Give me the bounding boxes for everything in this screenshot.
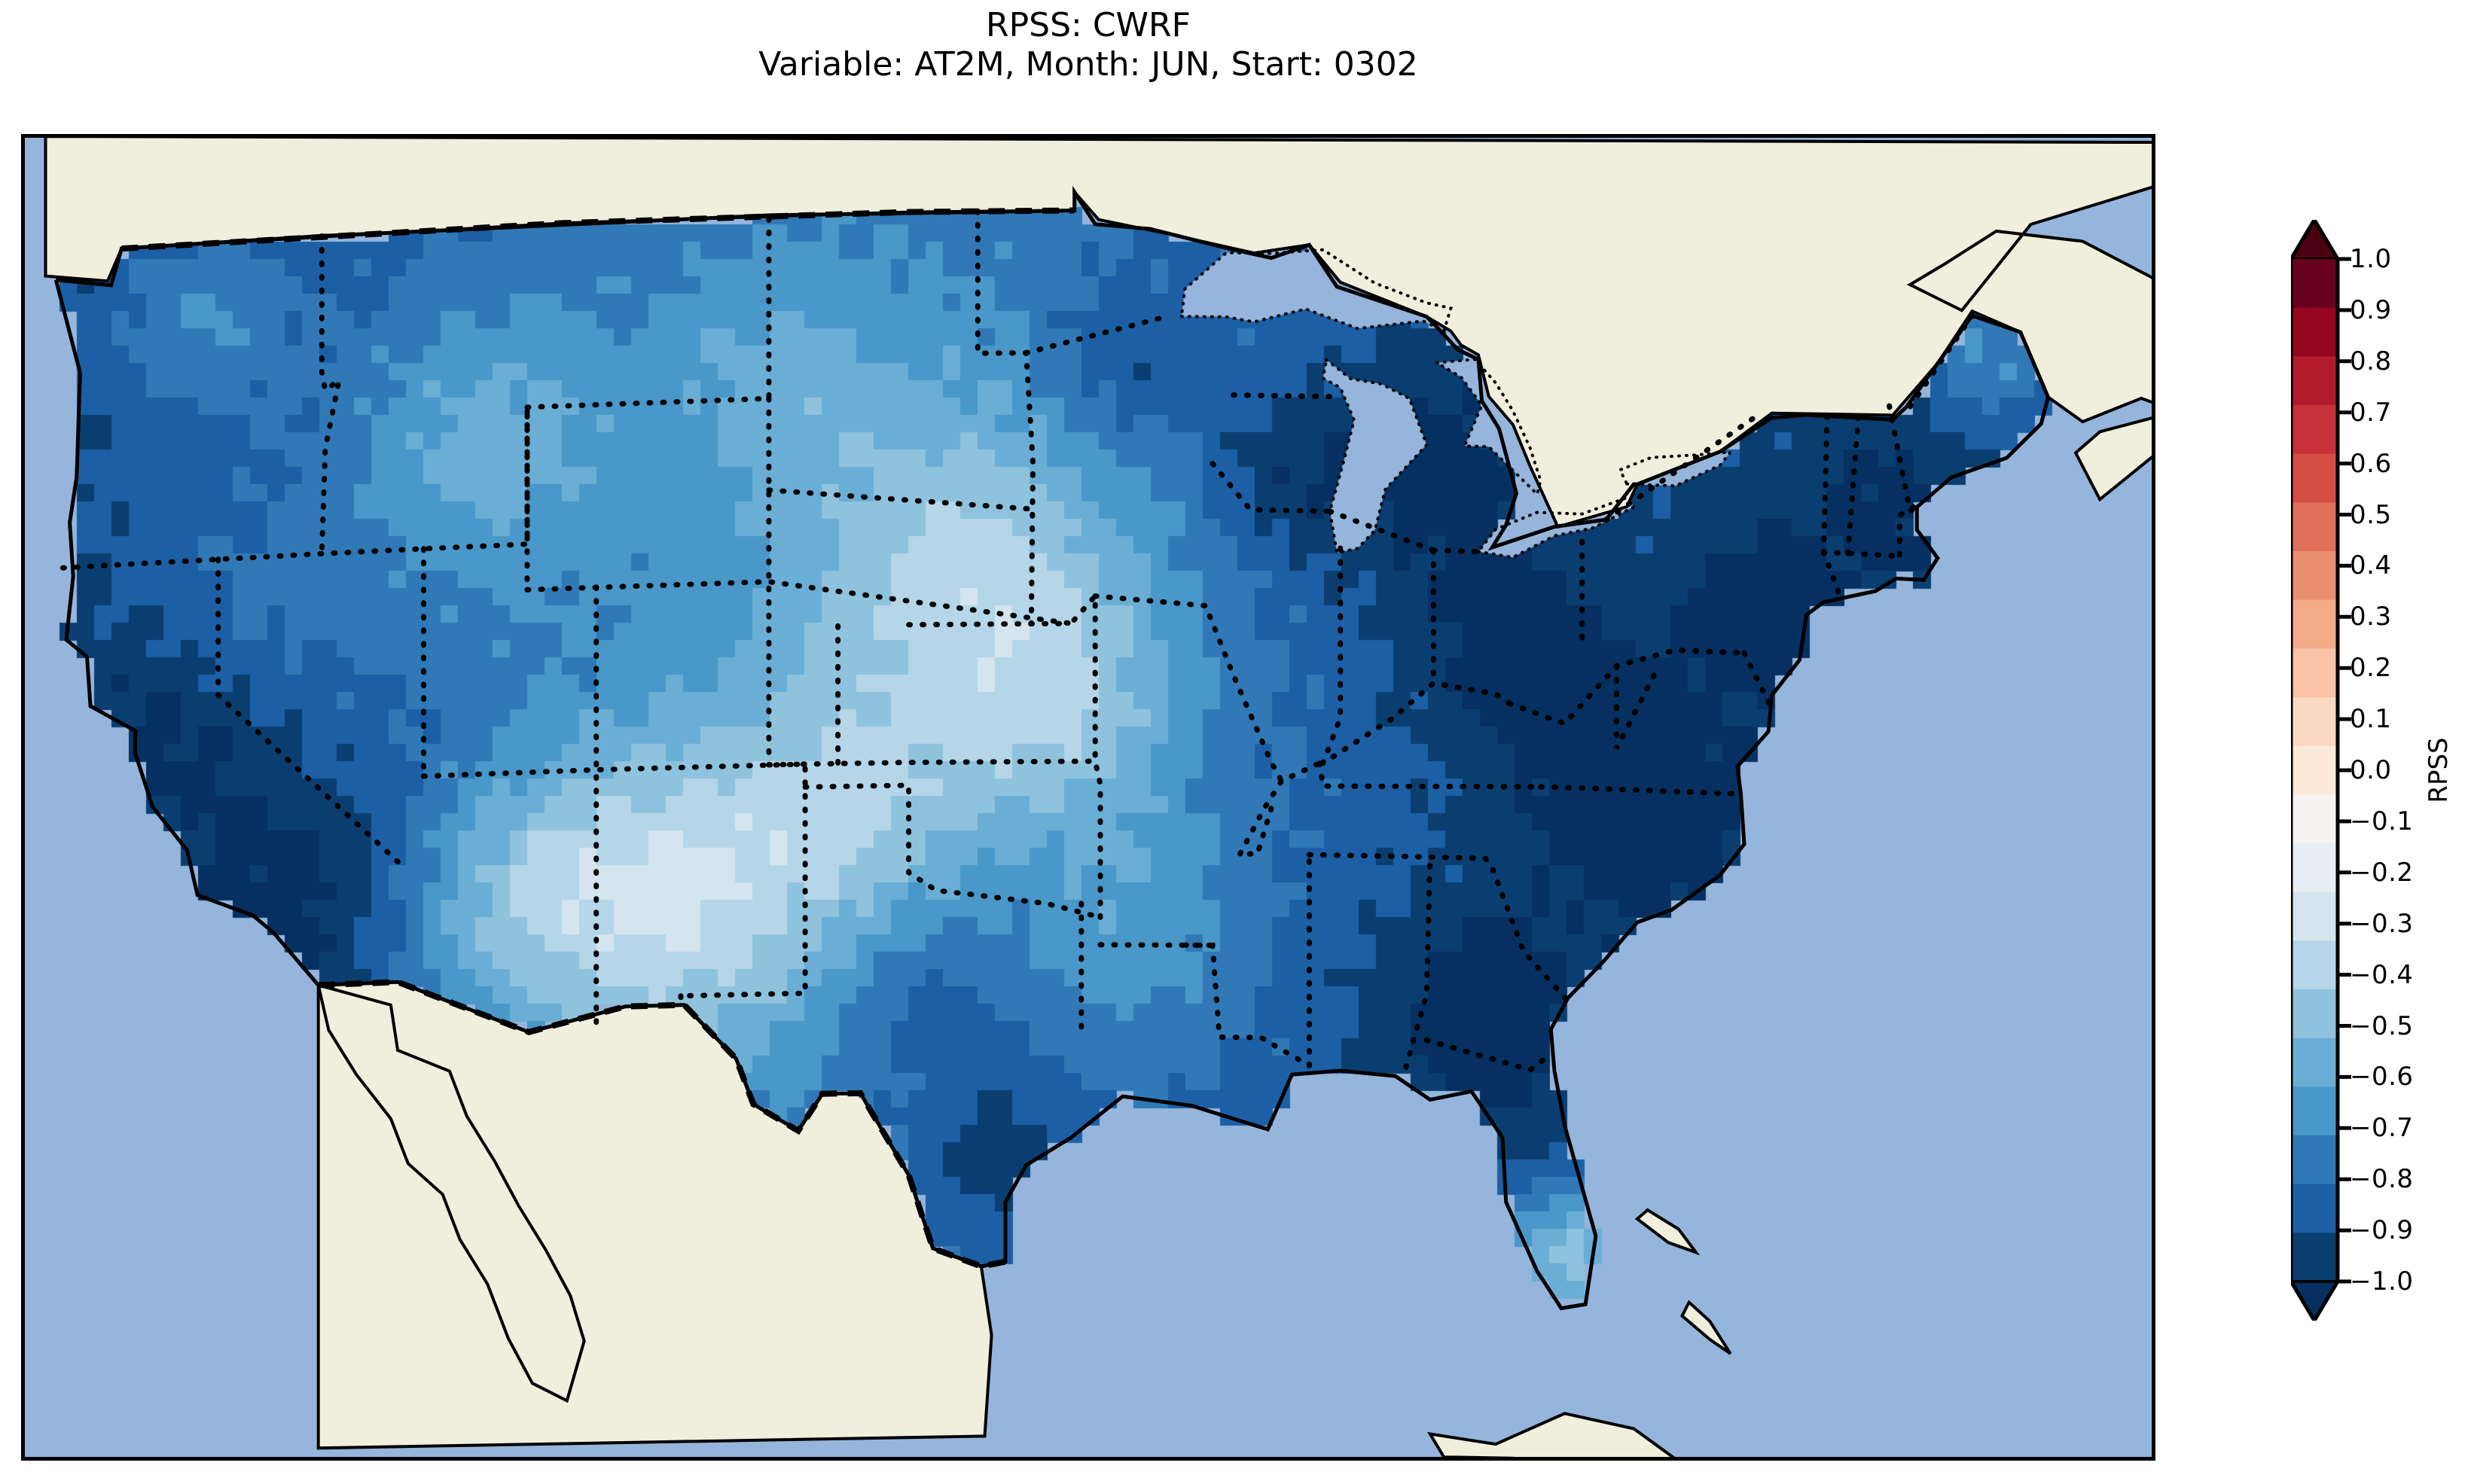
state-border-17 [1092,593,1285,784]
state-border-26 [1482,855,1568,1001]
landmass-canada [44,138,2152,529]
state-border-16 [1068,589,1103,920]
great-lake-outline-0 [1179,248,1453,334]
state-border-34 [1820,413,1902,559]
state-border-10 [802,782,1103,920]
colorbar-tick-14: −0.4 [2350,959,2414,990]
map-viewport [25,138,2152,1457]
colorbar-tick-0: 1.0 [2350,244,2392,274]
state-border-5 [421,758,1098,779]
state-border-7 [215,556,407,871]
colorbar-tick-12: −0.2 [2350,857,2414,888]
figure-title: RPSS: CWRF Variable: AT2M, Month: JUN, S… [0,6,2177,84]
landmass-bahamas-2 [1679,1300,1732,1355]
colorbar-tick-16: −0.6 [2350,1062,2414,1092]
colorbar-tick-labels: 1.0 0.9 0.8 0.7 0.6 0.5 0.4 0.3 0.2 0.1 0.0 −0.1 −0.… [2350,220,2448,1321]
great-lake-outline-1 [1321,357,1429,555]
colorbar-tick-1: 0.9 [2350,294,2392,325]
state-border-2 [524,212,772,410]
state-border-13 [975,208,1036,626]
state-border-44 [1231,392,1333,400]
state-border-46 [1320,680,1512,766]
landmass-mexico [316,980,993,1450]
colorbar-tick-19: −0.9 [2350,1215,2414,1246]
colorbar-tick-9: 0.1 [2350,704,2392,735]
state-border-21 [1097,942,1216,948]
state-border-43 [1327,508,1436,553]
state-border-45 [1237,806,1274,857]
colorbar-tick-5: 0.5 [2350,499,2392,530]
us-coastline-path [53,185,2051,1311]
state-border-42 [1430,547,1485,555]
colorbar-tick-7: 0.3 [2350,602,2392,632]
landmass-bahamas-1 [1634,1208,1701,1256]
title-line-2: Variable: AT2M, Month: JUN, Start: 0302 [758,44,1418,84]
state-border-38 [1896,504,1917,559]
colorbar-tick-4: 0.6 [2350,448,2392,479]
state-border-18 [1210,461,1333,514]
state-border-11 [906,620,1074,628]
coastline-group [53,185,2051,1311]
colorbar-tick-17: −0.7 [2350,1113,2414,1144]
colorbar-tick-6: 0.4 [2350,550,2392,581]
state-border-35 [1821,549,1844,602]
state-border-0 [319,233,343,556]
state-border-9 [678,761,808,999]
state-border-31 [1741,650,1775,712]
colorbar-tick-10: 0.0 [2350,755,2392,785]
state-border-1 [59,407,530,593]
state-border-37 [1887,403,1920,516]
state-border-19 [1237,760,1322,857]
landmass-nova-scotia-tip [2073,416,2152,502]
landmass-cuba [1427,1412,1676,1457]
colorbar-tick-3: 0.7 [2350,397,2392,428]
state-border-36 [1845,415,1861,556]
colorbar-tick-2: 0.8 [2350,346,2392,376]
colorbar-tick-11: −0.1 [2350,806,2414,836]
foreign-landmass-group [44,138,2152,1457]
state-border-41 [1320,545,1344,766]
state-border-28 [1538,784,1740,797]
colorbar-gradient [2291,220,2351,1321]
great-lake-outline-3 [1475,495,1637,559]
state-border-20 [1182,942,1312,1068]
state-border-14 [766,487,1033,512]
colorbar-tick-20: −1.0 [2350,1266,2414,1297]
colorbar-tick-13: −0.3 [2350,908,2414,939]
landmass-baja [316,983,586,1403]
colorbar-tick-15: −0.5 [2350,1010,2414,1041]
colorbar-axis-label: RPSS [2424,737,2454,803]
state-border-15 [1023,313,1170,356]
map-panel[interactable] [21,134,2155,1461]
state-border-22 [1316,760,1544,790]
title-line-1: RPSS: CWRF [986,6,1191,44]
state-border-8 [524,579,1074,626]
colorbar-tick-8: 0.2 [2350,653,2392,684]
colorbar-tick-18: −0.8 [2350,1164,2414,1195]
colorbar[interactable]: 1.0 0.9 0.8 0.7 0.6 0.5 0.4 0.3 0.2 0.1 0.0 −0.1 −0.… [2291,220,2472,1321]
state-border-30 [1613,663,1661,750]
state-borders-group [59,207,1975,1270]
state-border-27 [1423,1037,1551,1073]
map-geography-layer [44,138,2152,1457]
state-border-25 [1403,854,1433,1070]
great-lake-outline-2 [1432,358,1542,498]
state-border-29 [1506,647,1747,727]
state-border-23 [1306,852,1488,861]
